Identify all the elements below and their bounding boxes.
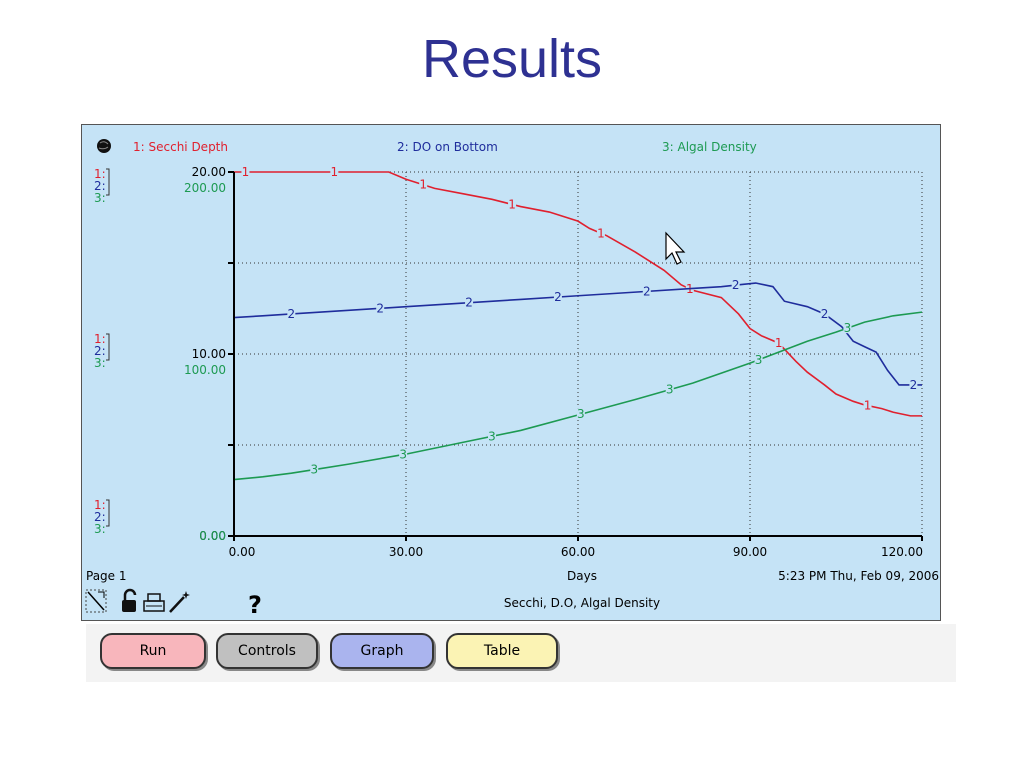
series-marker-bg bbox=[665, 383, 674, 395]
series-marker-bg bbox=[241, 166, 250, 177]
x-tick-label: 120.00 bbox=[881, 545, 923, 559]
series-marker-1: 1 bbox=[597, 226, 605, 240]
table-button[interactable]: Table bbox=[446, 633, 558, 669]
navigation-arrow-icon[interactable] bbox=[85, 589, 107, 613]
scale-label-2: 2: bbox=[94, 344, 106, 358]
series-marker-1: 1 bbox=[775, 336, 783, 350]
series-marker-bg bbox=[419, 178, 428, 190]
slide-title: Results bbox=[421, 29, 603, 89]
page-label[interactable]: Page 1 bbox=[86, 569, 127, 583]
x-tick-label: 60.00 bbox=[561, 545, 595, 559]
series-marker-bg bbox=[576, 408, 585, 420]
series-marker-bg bbox=[553, 291, 562, 303]
globe-icon[interactable] bbox=[97, 139, 111, 153]
scale-labels-bot: 1: 2: 3: bbox=[94, 498, 110, 536]
series-marker-2: 2 bbox=[821, 307, 829, 321]
series-marker-3: 3 bbox=[399, 448, 407, 462]
series-marker-2: 2 bbox=[732, 278, 740, 292]
legend-series-2: 2: DO on Bottom bbox=[397, 140, 498, 154]
legend-series-1: 1: Secchi Depth bbox=[133, 140, 228, 154]
series-marker-bg bbox=[465, 296, 474, 308]
y-tick-label-primary: 10.00 bbox=[192, 347, 226, 361]
grid-lines bbox=[234, 171, 923, 536]
series-marker-2: 2 bbox=[376, 301, 384, 315]
scale-label-1: 1: bbox=[94, 498, 106, 512]
y-tick-label-primary: 0.00 bbox=[199, 529, 226, 543]
series-marker-1: 1 bbox=[864, 399, 872, 413]
series-marker-3: 3 bbox=[310, 463, 318, 477]
graph-panel: 1: Secchi Depth 2: DO on Bottom 3: Algal… bbox=[81, 124, 941, 621]
legend-series-3: 3: Algal Density bbox=[662, 140, 757, 154]
series-marker-bg bbox=[731, 279, 740, 291]
x-tick-label: 0.00 bbox=[229, 545, 256, 559]
series-marker-bg bbox=[287, 307, 296, 319]
series-line-2 bbox=[233, 282, 922, 386]
series-marker-2: 2 bbox=[910, 378, 918, 392]
scale-label-1: 1: bbox=[94, 167, 106, 181]
series-marker-2: 2 bbox=[288, 307, 296, 321]
scale-labels-mid: 1: 2: 3: bbox=[94, 332, 110, 370]
series-marker-3: 3 bbox=[577, 407, 585, 421]
mouse-cursor-icon bbox=[665, 231, 686, 265]
scale-label-3: 3: bbox=[94, 356, 106, 370]
series-marker-bg bbox=[399, 448, 408, 460]
series-marker-bg bbox=[508, 198, 517, 210]
series-marker-2: 2 bbox=[643, 284, 651, 298]
y-tick-label-series3: 200.00 bbox=[184, 181, 226, 195]
series-marker-bg bbox=[642, 285, 651, 297]
y-tick-label-series3: 0.00 bbox=[199, 529, 226, 543]
series-marker-bg bbox=[488, 430, 496, 442]
series-marker-1: 1 bbox=[242, 165, 250, 179]
series-marker-2: 2 bbox=[465, 296, 473, 310]
scale-label-2: 2: bbox=[94, 179, 106, 193]
graph-subtitle: Secchi, D.O, Algal Density bbox=[504, 596, 660, 610]
run-button[interactable]: Run bbox=[100, 633, 206, 669]
x-axis-label: Days bbox=[567, 569, 597, 583]
x-tick-label: 30.00 bbox=[389, 545, 423, 559]
series-marker-bg bbox=[330, 166, 339, 177]
magic-wand-icon[interactable] bbox=[169, 591, 190, 613]
series-marker-1: 1 bbox=[508, 197, 516, 211]
series-marker-bg bbox=[596, 227, 605, 239]
series-marker-bg bbox=[843, 322, 852, 334]
print-icon[interactable] bbox=[143, 593, 165, 612]
x-tick-label: 90.00 bbox=[733, 545, 767, 559]
series-marker-bg bbox=[310, 463, 319, 475]
scale-label-3: 3: bbox=[94, 522, 106, 536]
series-marker-bg bbox=[820, 307, 829, 319]
help-icon[interactable]: ? bbox=[248, 591, 262, 619]
scale-label-1: 1: bbox=[94, 332, 106, 346]
timestamp: 5:23 PM Thu, Feb 09, 2006 bbox=[778, 569, 939, 583]
y-tick-label-series3: 100.00 bbox=[184, 363, 226, 377]
graph-button[interactable]: Graph bbox=[330, 633, 434, 669]
series-marker-bg bbox=[774, 337, 783, 349]
series-marker-bg bbox=[863, 399, 872, 411]
scale-label-3: 3: bbox=[94, 191, 106, 205]
scale-labels-top: 1: 2: 3: bbox=[94, 167, 110, 205]
series-marker-1: 1 bbox=[331, 165, 339, 179]
scale-label-2: 2: bbox=[94, 510, 106, 524]
y-tick-label-primary: 20.00 bbox=[192, 165, 226, 179]
x-axis-ticks: 0.00 30.00 60.00 90.00 120.00 bbox=[229, 536, 923, 559]
series-marker-bg bbox=[754, 353, 763, 365]
series-marker-1: 1 bbox=[419, 178, 427, 192]
series-line-3 bbox=[233, 311, 923, 481]
series-marker-bg bbox=[376, 302, 385, 314]
series-marker-bg bbox=[909, 378, 918, 390]
series-marker-3: 3 bbox=[488, 429, 496, 443]
controls-button[interactable]: Controls bbox=[216, 633, 318, 669]
series-marker-3: 3 bbox=[666, 383, 674, 397]
series-marker-2: 2 bbox=[554, 290, 562, 304]
series-marker-3: 3 bbox=[844, 321, 852, 335]
unlock-icon[interactable] bbox=[122, 588, 137, 612]
line-chart: 1: Secchi Depth 2: DO on Bottom 3: Algal… bbox=[85, 139, 939, 619]
series-marker-3: 3 bbox=[755, 353, 763, 367]
